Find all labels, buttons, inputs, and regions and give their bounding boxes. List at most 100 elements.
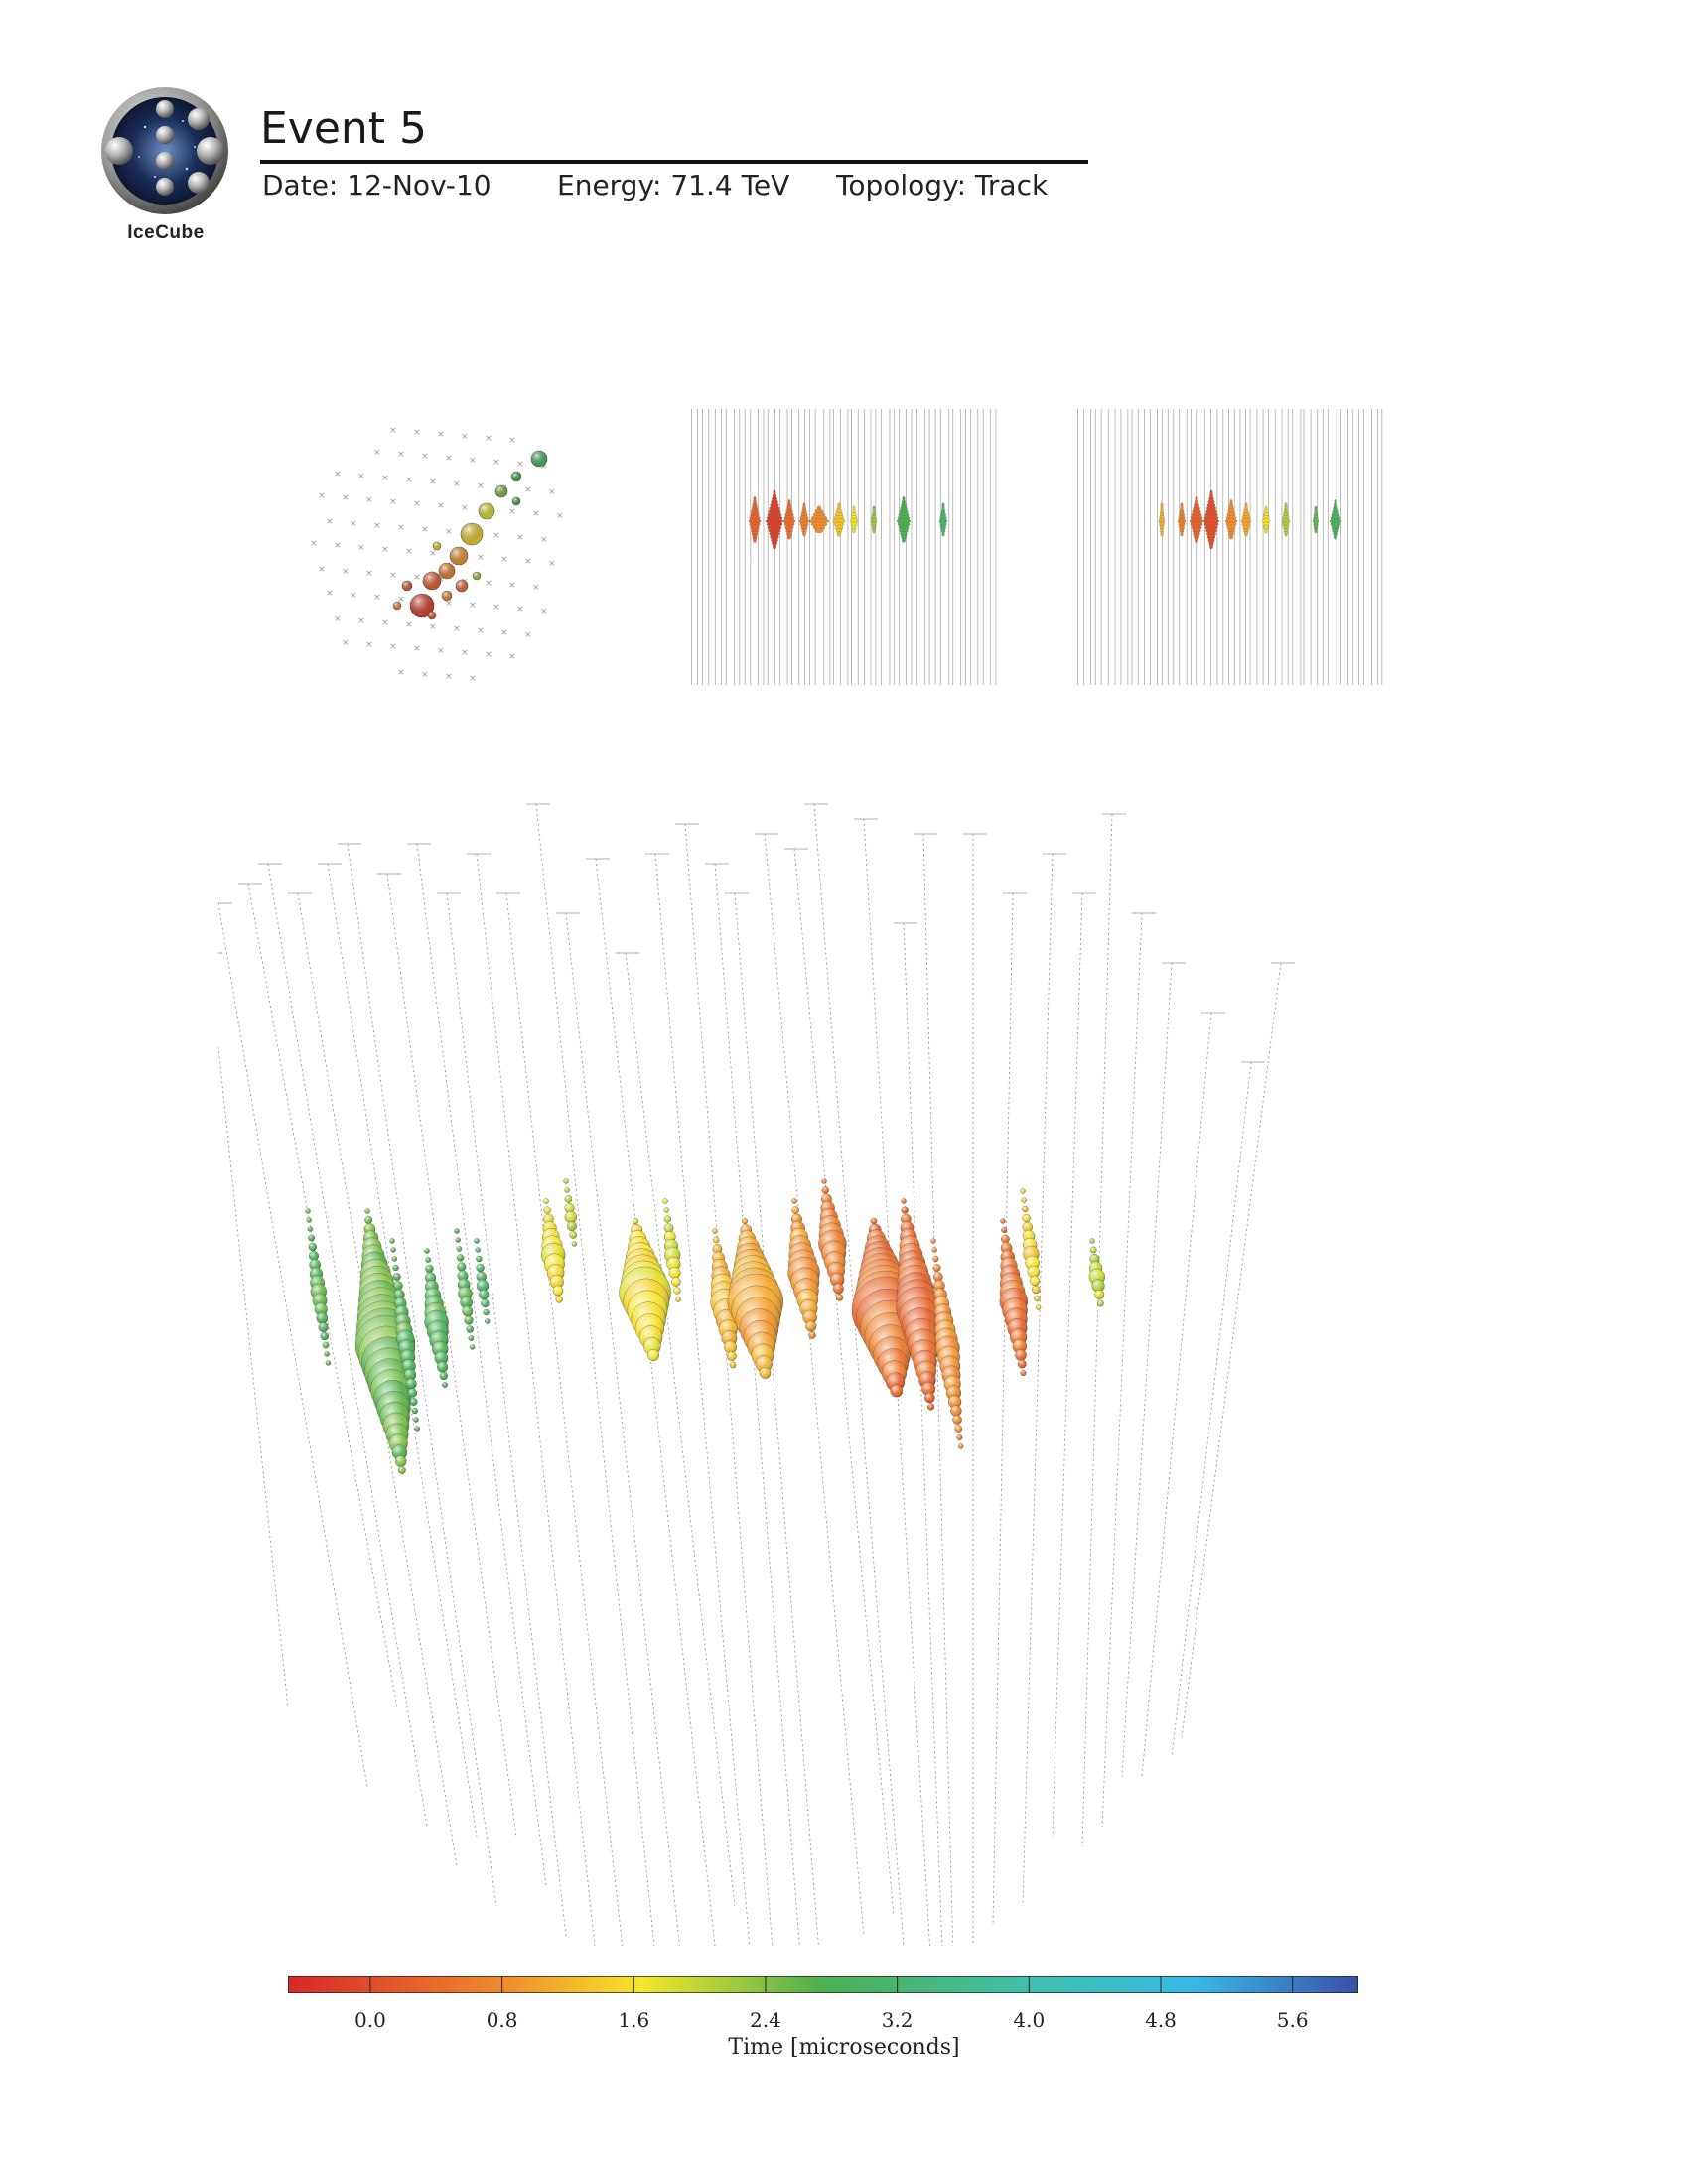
dom-hit	[753, 537, 757, 543]
side-view-panel-1	[691, 409, 997, 685]
dom-hit-shading	[389, 1238, 395, 1244]
dom-hit-shading	[791, 1198, 797, 1204]
string-marker: ×	[413, 428, 421, 438]
string-marker: ×	[516, 605, 524, 614]
dom-hit-shading	[833, 1283, 844, 1295]
top-view-panel: × × × × × × × × × × × × × × × × × × × × × × × × × × × × × × × × × × × × × × × ×…	[310, 426, 564, 684]
string-marker: ×	[469, 674, 477, 684]
dom-hit-shading	[442, 591, 452, 601]
dom-hit-shading	[324, 1351, 330, 1357]
dom-hit-shading	[1018, 1359, 1027, 1369]
dom-hit-shading	[713, 1236, 720, 1244]
dom-hit-shading	[805, 1320, 817, 1332]
dom-hit-shading	[455, 1237, 461, 1243]
dom-hit-shading	[950, 1405, 962, 1417]
detector-string	[1141, 1012, 1212, 1778]
string-marker: ×	[437, 501, 445, 511]
dom-hit-shading	[742, 1218, 748, 1224]
dom-hit-shading	[485, 1318, 491, 1324]
detector-string	[1171, 1061, 1252, 1758]
dom-hit-shading	[495, 485, 507, 497]
dom-hit-shading	[1036, 1304, 1042, 1310]
dom-hit-shading	[1094, 1290, 1104, 1299]
string-marker: ×	[373, 521, 381, 531]
dom-hit	[787, 534, 791, 540]
string-marker: ×	[500, 555, 508, 565]
string-marker: ×	[357, 543, 365, 553]
string-marker: ×	[429, 478, 437, 487]
event-date: Date: 12-Nov-10	[262, 169, 492, 202]
string-marker: ×	[508, 581, 516, 591]
dom-hit-shading	[434, 1351, 449, 1365]
dom-hit-shading	[1015, 1349, 1027, 1361]
event-topology: Topology: Track	[836, 169, 1049, 202]
dom-hit-shading	[543, 1198, 549, 1204]
string-marker: ×	[429, 549, 437, 559]
string-marker: ×	[326, 517, 334, 527]
colorbar-tick-label: 5.6	[1276, 2008, 1309, 2032]
dom-hit-shading	[307, 1226, 313, 1232]
dom-hit-shading	[932, 1264, 941, 1272]
string-marker: ×	[548, 559, 556, 569]
string-marker: ×	[532, 583, 540, 593]
dom-hit-shading	[405, 1378, 417, 1390]
dom-hit-shading	[921, 1382, 935, 1396]
detector-string	[734, 892, 819, 1946]
string-marker: ×	[445, 454, 453, 464]
dom-hit-shading	[952, 1415, 962, 1425]
dom-hit-shading	[402, 581, 412, 591]
dom-hit-shading	[1012, 1339, 1027, 1353]
string-marker: ×	[524, 485, 532, 495]
string-marker: ×	[508, 436, 516, 446]
dom-hit-shading	[425, 1257, 431, 1263]
colorbar-tick-label: 4.8	[1145, 2008, 1177, 2032]
dom-hit-shading	[462, 1305, 474, 1317]
dom-hit-shading	[470, 1344, 476, 1350]
dom-hit-shading	[479, 503, 494, 519]
dom-hit-shading	[457, 1262, 467, 1272]
dom-hit-shading	[450, 547, 468, 565]
string-marker: ×	[477, 626, 485, 636]
detector-string	[922, 833, 954, 1946]
dom-hit-shading	[1000, 1218, 1006, 1224]
detector-string	[992, 892, 1014, 1927]
string-marker: ×	[389, 642, 397, 652]
dom-hit	[1180, 531, 1184, 537]
dom-hit-shading	[305, 1208, 311, 1214]
dom-hit-shading	[724, 1340, 737, 1354]
dom-hit-shading	[1022, 1222, 1033, 1232]
dom-hit-shading	[411, 1408, 418, 1414]
detector-string	[595, 858, 716, 1946]
string-marker: ×	[365, 640, 373, 650]
dom-hit-shading	[425, 1265, 434, 1273]
string-marker: ×	[492, 458, 500, 468]
dom-hit-shading	[476, 1272, 487, 1282]
dom-hit-shading	[549, 1275, 564, 1289]
dom-hit-shading	[423, 572, 441, 590]
string-marker: ×	[310, 539, 318, 549]
dom-hit-shading	[404, 1369, 416, 1381]
string-marker: ×	[350, 519, 357, 529]
dom-hit-shading	[413, 1417, 419, 1423]
dom-hit-shading	[456, 1246, 463, 1252]
detector-string	[1101, 912, 1143, 1828]
dom-hit-shading	[457, 1270, 469, 1282]
string-marker: ×	[540, 462, 548, 472]
string-marker: ×	[365, 569, 373, 579]
page-title: Event 5	[260, 103, 428, 154]
dom-hit-shading	[475, 1247, 481, 1253]
string-marker: ×	[461, 432, 469, 442]
string-marker: ×	[477, 481, 485, 491]
dom-hit-shading	[1034, 1296, 1041, 1301]
dom-hit-shading	[729, 1361, 737, 1369]
dom-hit-shading	[931, 1247, 937, 1253]
dom-hit-shading	[1001, 1234, 1010, 1244]
dom-hit	[1314, 528, 1318, 534]
string-marker: ×	[342, 493, 350, 503]
string-marker: ×	[548, 487, 556, 497]
string-marker: ×	[437, 646, 445, 656]
string-marker: ×	[389, 497, 397, 507]
string-marker: ×	[485, 579, 492, 589]
string-marker: ×	[453, 479, 461, 489]
dom-hit-shading	[668, 1267, 681, 1279]
